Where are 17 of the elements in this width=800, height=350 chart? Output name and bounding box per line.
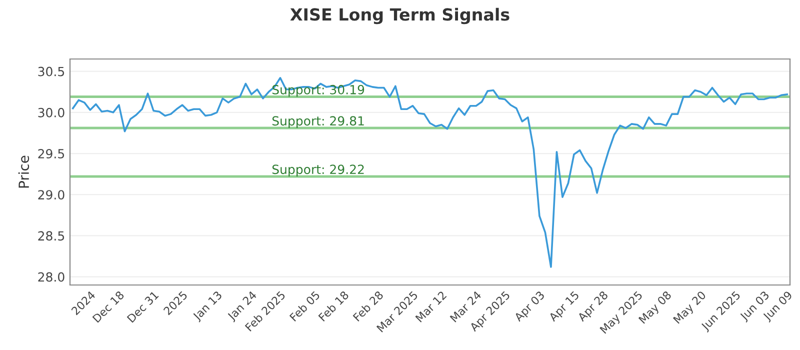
- x-tick-label: Dec 31: [126, 290, 159, 323]
- x-tick-label: Jan 13: [192, 290, 224, 322]
- y-tick-label: 30.5: [38, 66, 64, 76]
- y-tick-label: 29.0: [38, 190, 64, 200]
- line-series: [72, 76, 788, 268]
- x-tick-label: Feb 18: [318, 290, 350, 322]
- ref-line-label: Support: 29.22: [272, 164, 364, 177]
- ref-line-label: Support: 29.81: [272, 116, 364, 128]
- ref-line-label: Support: 30.19: [272, 84, 364, 97]
- y-tick-label: 28.0: [38, 272, 64, 282]
- y-tick-label: 29.5: [38, 148, 64, 158]
- y-axis-title: Price: [18, 156, 30, 188]
- x-tick-label: Apr 03: [514, 290, 546, 324]
- x-tick-label: Feb 28: [352, 290, 384, 322]
- y-tick-label: 30.0: [38, 108, 64, 118]
- chart-title: XISE Long Term Signals: [290, 8, 510, 24]
- y-tick-label: 28.5: [38, 231, 64, 241]
